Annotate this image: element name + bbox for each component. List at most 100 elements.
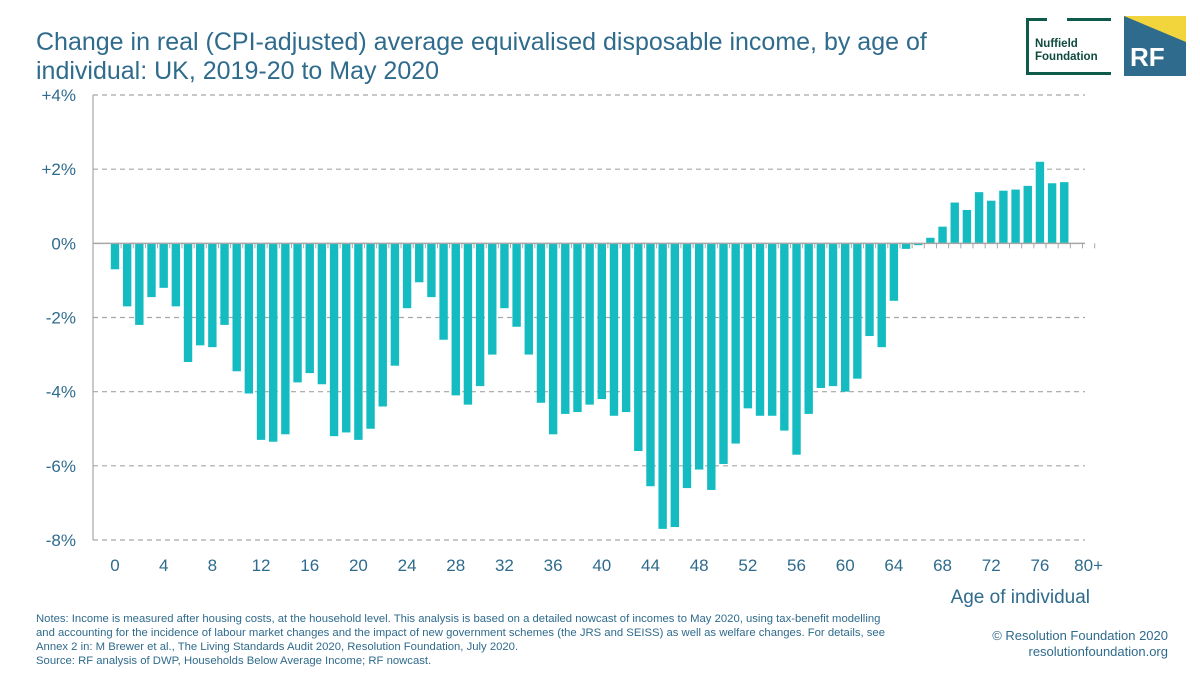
bar [926, 237, 935, 244]
bar [889, 243, 899, 301]
x-tick-label: 40 [592, 556, 611, 575]
bar [719, 243, 728, 464]
bar [451, 243, 460, 396]
y-tick-label: -4% [46, 383, 76, 402]
x-tick-label: 44 [641, 556, 660, 575]
bar [220, 243, 229, 325]
x-axis-label: Age of individual [951, 587, 1090, 608]
bar [354, 243, 363, 440]
x-tick-label: 72 [982, 556, 1001, 575]
bar [500, 243, 509, 309]
bar [731, 243, 740, 444]
bar [536, 243, 546, 403]
bar [646, 243, 655, 487]
bar [621, 243, 631, 413]
rf-logo-text: RF [1130, 42, 1165, 72]
x-tick-label: 4 [159, 556, 168, 575]
bar [475, 243, 485, 387]
bar [439, 243, 448, 340]
x-tick-label: 76 [1030, 556, 1049, 575]
x-tick-label: 56 [787, 556, 806, 575]
bar [378, 243, 387, 407]
bar [366, 243, 375, 429]
x-tick-label: 80+ [1074, 556, 1103, 575]
bar [122, 243, 132, 307]
bar [269, 243, 278, 442]
bar [305, 243, 314, 374]
bars [110, 161, 1069, 529]
nuffield-foundation-logo: Nuffield Foundation [1026, 18, 1111, 75]
notes-line-1: Notes: Income is measured after housing … [36, 613, 881, 625]
axes: +4%+2%0%-2%-4%-6%-8%0 4 8 12 16 20 24 28 32 36 40 4… [42, 86, 1104, 575]
bar [427, 243, 436, 298]
x-tick-label: 28 [446, 556, 465, 575]
x-tick-label: 60 [836, 556, 855, 575]
notes-line-3: Annex 2 in: M Brewer et al., The Living … [36, 641, 519, 653]
bar [585, 243, 594, 405]
y-tick-label: -6% [46, 457, 76, 476]
bar [828, 243, 838, 387]
copyright-text: © Resolution Foundation 2020 [992, 628, 1168, 643]
bar [780, 243, 789, 431]
x-tick-label: 68 [933, 556, 952, 575]
bar [256, 243, 266, 440]
x-tick-label: 36 [544, 556, 563, 575]
bar [159, 243, 168, 288]
y-tick-label: 0% [51, 234, 76, 253]
bar [853, 243, 862, 379]
chart-title: Change in real (CPI-adjusted) average eq… [36, 28, 927, 85]
bar [244, 243, 254, 394]
bar [329, 243, 339, 437]
bar [634, 243, 643, 451]
x-tick-label: 64 [884, 556, 903, 575]
bar [573, 243, 582, 413]
notes-line-2: and accounting for the incidence of labo… [36, 627, 885, 639]
x-tick-label: 12 [252, 556, 271, 575]
bar [950, 202, 959, 244]
bar [402, 243, 412, 309]
bar [609, 243, 619, 416]
bar [208, 243, 217, 348]
bar [865, 243, 874, 337]
x-tick-label: 24 [398, 556, 417, 575]
bar [1047, 183, 1057, 244]
x-tick-label: 0 [110, 556, 119, 575]
bar [195, 243, 205, 346]
nuffield-logo-line1: Nuffield [1035, 38, 1078, 50]
bar [1060, 182, 1069, 244]
bar [463, 243, 473, 405]
bar [342, 243, 351, 433]
bar [1023, 185, 1032, 244]
bar [670, 243, 680, 528]
bar [548, 243, 558, 435]
bar [135, 243, 144, 325]
x-tick-label: 32 [495, 556, 514, 575]
x-tick-label: 8 [208, 556, 217, 575]
bar [901, 243, 911, 249]
nuffield-logo-line2: Foundation [1035, 51, 1098, 63]
bar [877, 243, 886, 348]
bar [682, 243, 692, 489]
notes: Notes: Income is measured after housing … [36, 612, 986, 668]
bar [755, 243, 765, 416]
y-tick-label: +2% [42, 160, 77, 179]
bar [110, 243, 120, 270]
x-tick-label: 20 [349, 556, 368, 575]
bar [390, 243, 400, 366]
x-tick-label: 48 [690, 556, 709, 575]
bar [767, 243, 777, 416]
bar [1011, 189, 1020, 244]
bar [743, 243, 753, 409]
y-tick-label: -2% [46, 309, 76, 328]
credit: © Resolution Foundation 2020 resolutionf… [992, 628, 1168, 660]
bar [183, 243, 193, 362]
bar [694, 243, 704, 470]
bar [792, 243, 801, 455]
bar [1035, 161, 1045, 244]
x-tick-label: 16 [300, 556, 319, 575]
bar [804, 243, 813, 414]
bar [293, 243, 302, 383]
bar [816, 243, 826, 388]
bar [658, 243, 667, 529]
bar [914, 243, 923, 246]
